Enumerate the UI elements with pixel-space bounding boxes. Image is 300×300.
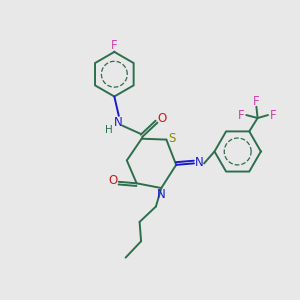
Text: N: N <box>113 116 122 129</box>
Text: N: N <box>157 188 166 201</box>
Text: H: H <box>105 125 113 135</box>
Text: O: O <box>157 112 167 125</box>
Text: F: F <box>270 109 277 122</box>
Text: F: F <box>238 109 244 122</box>
Text: S: S <box>169 132 176 145</box>
Text: F: F <box>253 95 260 108</box>
Text: O: O <box>109 174 118 187</box>
Text: F: F <box>111 39 118 52</box>
Text: N: N <box>195 156 203 169</box>
